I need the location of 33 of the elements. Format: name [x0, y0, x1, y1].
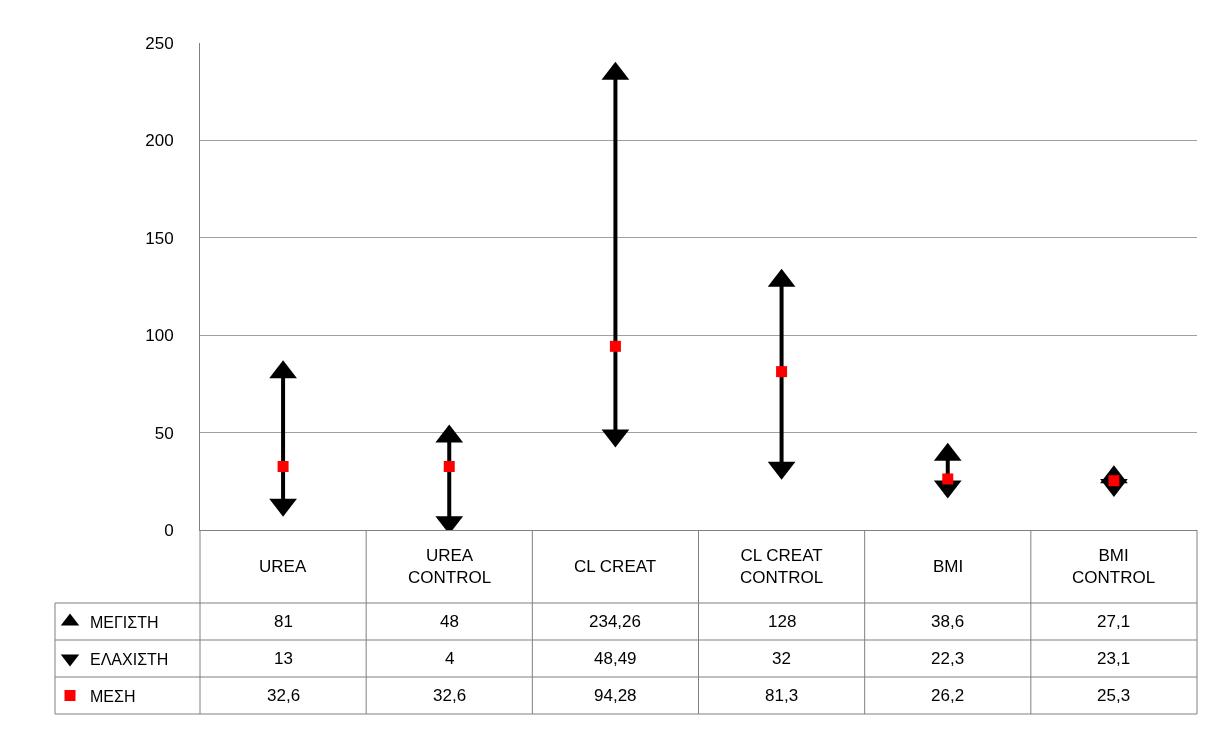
data-label: 13 — [274, 649, 293, 668]
data-label: 32,6 — [267, 686, 301, 705]
data-label: 128 — [768, 612, 797, 631]
data-label: 32,6 — [433, 686, 467, 705]
data-label: 25,3 — [1097, 686, 1131, 705]
x-tick-label: UREA — [259, 557, 307, 576]
data-label: 94,28 — [594, 686, 637, 705]
data-label: 38,6 — [931, 612, 965, 631]
data-label: 22,3 — [931, 649, 965, 668]
data-label: 81,3 — [765, 686, 799, 705]
data-label: 23,1 — [1097, 649, 1131, 668]
data-label: 48,49 — [594, 649, 637, 668]
y-tick-label: 50 — [154, 423, 174, 443]
data-label: 4 — [445, 649, 455, 668]
y-tick-label: 250 — [145, 33, 174, 53]
y-tick-label: 150 — [145, 228, 174, 248]
y-tick-label: 0 — [164, 520, 174, 540]
data-label: 48 — [440, 612, 459, 631]
legend-label: ΜΕΓΙΣΤΗ — [90, 613, 159, 631]
y-tick-label: 100 — [145, 326, 174, 346]
x-tick-label: BMI CONTROL — [1072, 546, 1156, 588]
data-label: 32 — [772, 649, 791, 668]
x-tick-label: CL CREAT — [574, 557, 657, 576]
data-label: 81 — [274, 612, 293, 631]
x-tick-label: BMI — [933, 557, 964, 576]
data-label: 27,1 — [1097, 612, 1131, 631]
legend-label: ΜΕΣΗ — [90, 687, 136, 705]
x-tick-label: UREA CONTROL — [408, 546, 492, 588]
x-tick-label: CL CREAT CONTROL — [740, 546, 824, 588]
data-label: 26,2 — [931, 686, 965, 705]
y-tick-label: 200 — [145, 131, 174, 151]
data-label: 234,26 — [589, 612, 641, 631]
legend-label: ΕΛΑΧΙΣΤΗ — [90, 650, 169, 668]
